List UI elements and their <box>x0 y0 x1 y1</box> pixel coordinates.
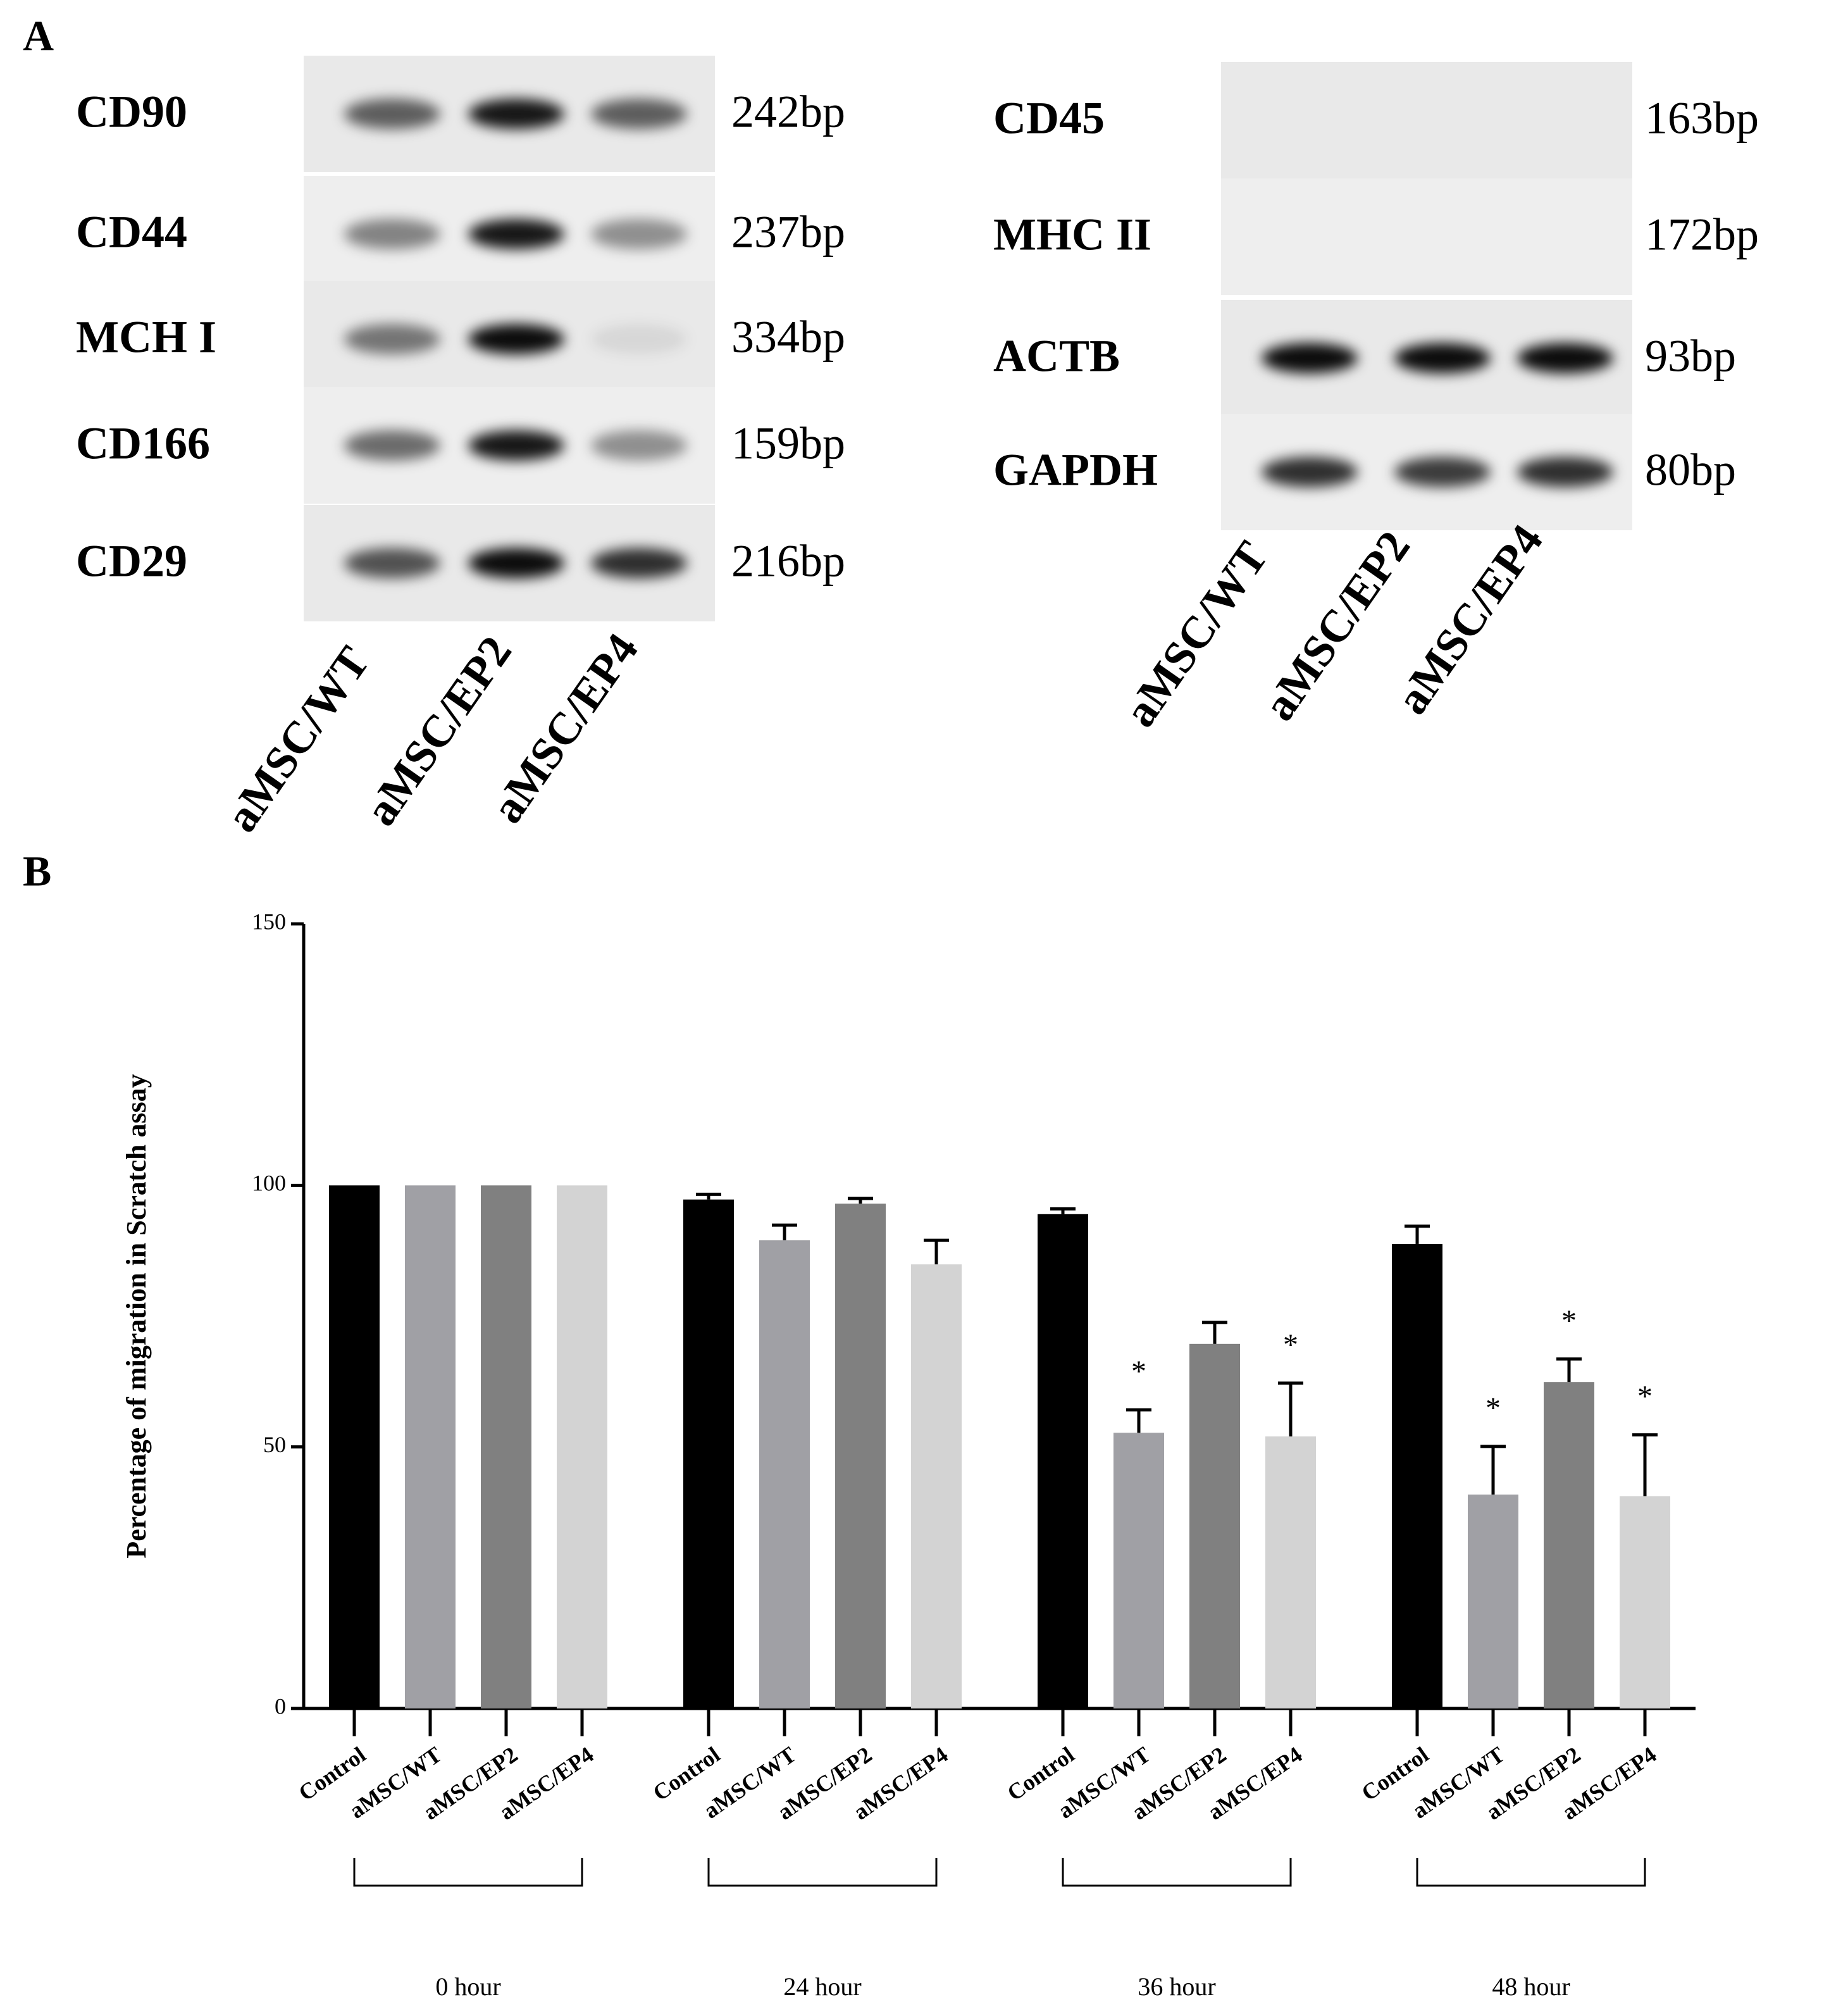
panel-label: B <box>23 847 51 895</box>
band-size: 216bp <box>731 536 845 587</box>
significance-marker: * <box>1486 1391 1501 1425</box>
band-size: 93bp <box>1645 331 1736 382</box>
marker-name: CD44 <box>76 207 187 258</box>
band-size: 80bp <box>1645 445 1736 495</box>
gel-band <box>344 324 440 354</box>
bar <box>1468 1494 1518 1708</box>
gel-band <box>468 548 564 578</box>
y-tick-label: 100 <box>252 1171 286 1196</box>
y-tick-label: 50 <box>263 1432 286 1457</box>
marker-name: CD166 <box>76 418 210 469</box>
significance-marker: * <box>1283 1328 1298 1362</box>
y-tick-label: 0 <box>275 1693 286 1719</box>
group-label: 24 hour <box>783 1972 861 2001</box>
gel-strip <box>1221 62 1632 178</box>
gel-band <box>468 219 564 249</box>
group-label: 0 hour <box>435 1972 500 2001</box>
band-size: 159bp <box>731 418 845 469</box>
bar <box>1544 1382 1594 1708</box>
bar <box>1189 1343 1240 1708</box>
gel-band <box>1394 457 1491 487</box>
gel-band <box>1517 457 1613 487</box>
gel-band <box>1262 457 1358 487</box>
bar <box>1113 1433 1164 1708</box>
marker-name: MHC II <box>993 209 1151 260</box>
gel-panel: CD90 242bp CD44 237bp MCH I 334bp CD166 159bp CD… <box>76 56 1759 841</box>
bar <box>911 1264 962 1708</box>
marker-name: MCH I <box>76 312 216 363</box>
band-size: 237bp <box>731 207 845 258</box>
gel-band <box>591 219 687 249</box>
gel-band <box>591 548 687 578</box>
group-bracket <box>707 1858 938 1887</box>
band-size: 334bp <box>731 312 845 363</box>
gel-band <box>468 324 564 354</box>
marker-name: GAPDH <box>993 445 1158 495</box>
bar <box>835 1204 886 1708</box>
gel-band <box>468 430 564 461</box>
bar <box>1265 1436 1316 1708</box>
gel-band <box>1517 343 1613 373</box>
bar <box>481 1185 531 1708</box>
gel-band <box>344 430 440 461</box>
marker-name: ACTB <box>993 331 1120 382</box>
y-axis-label: Percentage of migration in Scratch assay <box>121 1074 152 1558</box>
bar <box>683 1199 734 1708</box>
bar <box>405 1185 456 1708</box>
gel-band <box>591 99 687 129</box>
gel-band <box>1262 343 1358 373</box>
gel-band <box>468 99 564 129</box>
group-label: 48 hour <box>1492 1972 1570 2001</box>
significance-marker: * <box>1131 1355 1146 1388</box>
bar <box>1620 1496 1670 1708</box>
marker-name: CD45 <box>993 93 1105 144</box>
group-bracket <box>353 1858 583 1887</box>
gel-band <box>591 430 687 461</box>
band-size: 163bp <box>1645 93 1759 144</box>
gel-band <box>344 99 440 129</box>
significance-marker: * <box>1561 1304 1577 1338</box>
bar <box>1392 1243 1442 1708</box>
group-label: 36 hour <box>1138 1972 1215 2001</box>
gel-band <box>344 219 440 249</box>
band-size: 242bp <box>731 87 845 137</box>
marker-name: CD90 <box>76 87 187 137</box>
group-bracket <box>1416 1858 1646 1887</box>
gel-band <box>344 548 440 578</box>
panel-label: A <box>23 12 54 60</box>
marker-name: CD29 <box>76 536 187 587</box>
gel-band <box>1394 343 1491 373</box>
bar <box>759 1240 810 1708</box>
gel-strip <box>1221 178 1632 295</box>
bar <box>1038 1214 1088 1708</box>
group-bracket <box>1062 1858 1292 1887</box>
band-size: 172bp <box>1645 209 1759 260</box>
y-tick-label: 150 <box>252 909 286 934</box>
gel-band <box>591 324 687 354</box>
bar <box>557 1185 607 1708</box>
bar <box>329 1185 380 1708</box>
significance-marker: * <box>1637 1380 1653 1414</box>
